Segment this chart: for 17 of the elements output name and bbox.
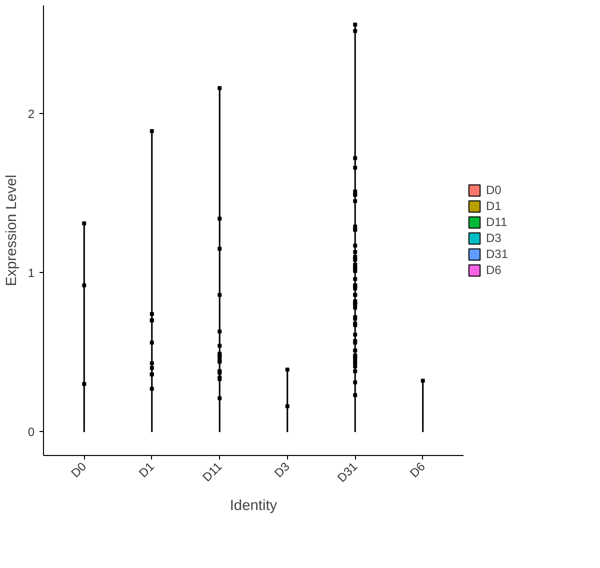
- y-axis-title: Expression Level: [4, 174, 20, 286]
- y-tick-label: 0: [28, 425, 35, 440]
- legend-label: D6: [486, 263, 502, 277]
- x-tick-label: D6: [407, 459, 428, 480]
- x-tick-label: D0: [68, 459, 90, 480]
- x-axis-title: Identity: [230, 498, 278, 514]
- y-tick-label: 2: [28, 107, 35, 122]
- x-tick-label: D11: [200, 459, 225, 484]
- x-tick-label: D31: [334, 459, 360, 486]
- legend-label: D11: [486, 215, 508, 229]
- legend-label: D1: [486, 199, 502, 213]
- legend-label: D0: [486, 183, 502, 197]
- y-tick-label: 1: [28, 266, 35, 280]
- legend-label: D3: [486, 231, 502, 245]
- x-tick-label: D3: [272, 459, 293, 480]
- legend-label: D31: [486, 247, 508, 261]
- x-tick-label: D1: [136, 459, 158, 480]
